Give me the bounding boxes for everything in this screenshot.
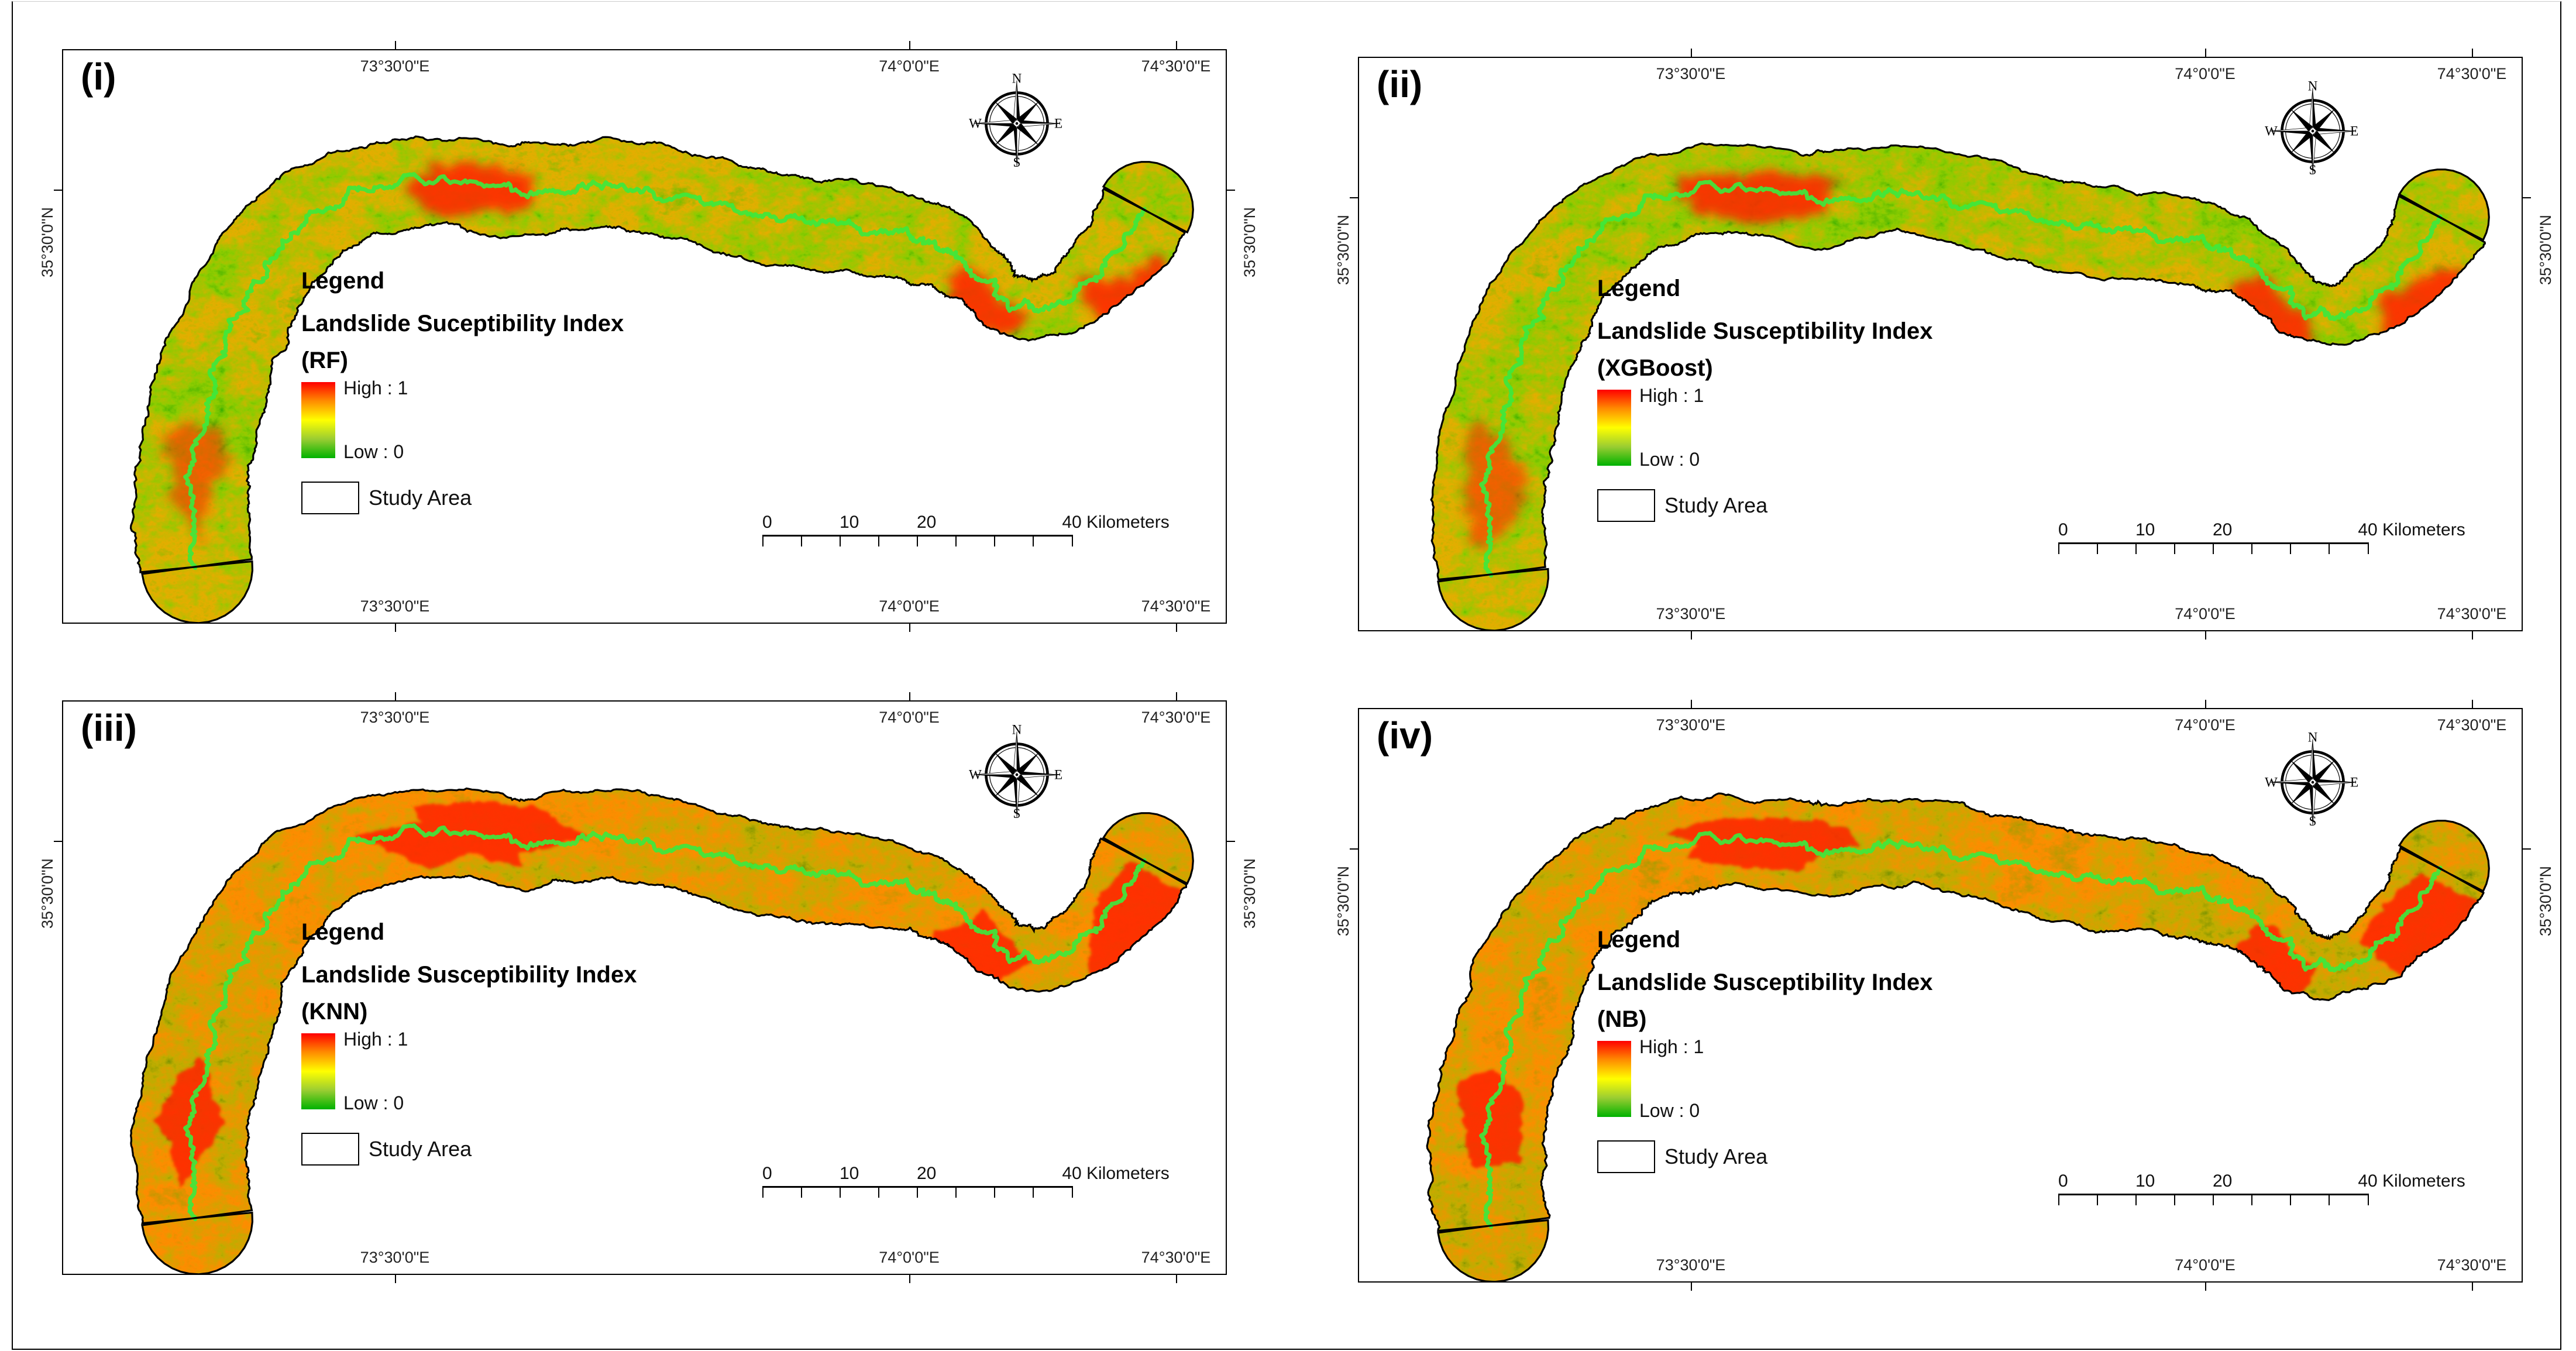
svg-text:S: S [1013, 806, 1021, 821]
svg-text:E: E [2350, 775, 2358, 790]
svg-text:E: E [1054, 116, 1062, 132]
svg-text:S: S [1013, 155, 1021, 170]
svg-text:E: E [1054, 768, 1062, 783]
svg-text:W: W [2265, 775, 2278, 790]
svg-text:N: N [1012, 725, 1022, 737]
svg-text:W: W [2265, 124, 2278, 139]
svg-text:N: N [2308, 81, 2318, 94]
svg-text:E: E [2350, 124, 2358, 139]
svg-text:W: W [969, 116, 982, 132]
svg-text:N: N [1012, 74, 1022, 86]
svg-text:N: N [2308, 733, 2318, 745]
svg-text:S: S [2309, 814, 2317, 829]
svg-text:S: S [2309, 163, 2317, 178]
svg-text:W: W [969, 768, 982, 783]
